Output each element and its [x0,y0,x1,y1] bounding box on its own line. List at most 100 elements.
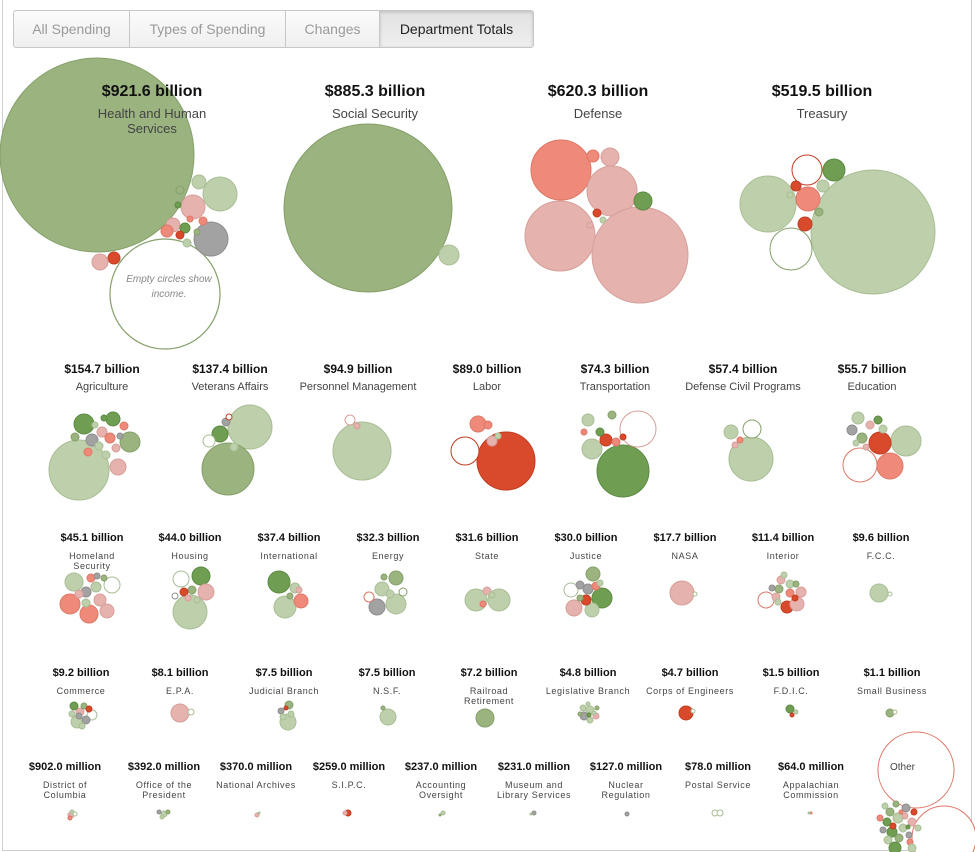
bubble-labor-1[interactable] [476,431,536,491]
bubble-homeland-security-10[interactable] [74,589,84,599]
bubble-agriculture-11[interactable] [94,441,104,451]
bubble-corps-of-engineers-1[interactable] [678,705,694,721]
bubble-education-7[interactable] [856,432,868,444]
bubble-other-14[interactable] [881,802,889,810]
bubble-s-i-p-c-2[interactable] [342,810,348,816]
bubble-legislative-branch-9[interactable] [591,710,597,716]
bubble-health-and-human-services-13[interactable] [193,228,201,236]
bubble-nasa-2[interactable] [692,591,698,597]
bubble-health-and-human-services-6[interactable] [191,174,207,190]
bubble-agriculture-6[interactable] [119,421,129,431]
bubble-homeland-security-1[interactable] [59,593,81,615]
bubble-treasury-8[interactable] [790,180,802,192]
bubble-legislative-branch-4[interactable] [579,704,587,712]
bubble-social-security-1[interactable] [283,123,453,293]
bubble-corps-of-engineers-2[interactable] [690,708,696,714]
bubble-other-8[interactable] [892,800,900,808]
bubble-defense-9[interactable] [599,216,607,224]
bubble-agriculture-12[interactable] [70,432,80,442]
bubble-f-d-i-c-3[interactable] [793,709,799,715]
bubble-treasury-5[interactable] [795,186,821,212]
bubble-e-p-a-1[interactable] [170,703,190,723]
bubble-national-archives-2[interactable] [257,811,261,815]
bubble-other-25[interactable] [907,843,917,852]
bubble-office-of-the-president-2[interactable] [156,809,162,815]
bubble-n-s-f-2[interactable] [380,705,386,711]
tab-types-of-spending[interactable]: Types of Spending [130,11,286,47]
bubble-health-and-human-services-4[interactable] [193,221,229,257]
bubble-homeland-security-6[interactable] [93,593,107,607]
bubble-energy-1[interactable] [385,593,407,615]
bubble-accounting-oversight-1[interactable] [440,810,446,816]
bubble-agriculture-17[interactable] [100,414,108,422]
bubble-agriculture-5[interactable] [109,458,127,476]
bubble-nasa-1[interactable] [669,580,695,606]
bubble-veterans-affairs-2[interactable] [201,442,255,496]
bubble-interior-10[interactable] [792,580,800,588]
bubble-interior-1[interactable] [757,591,775,609]
bubble-health-and-human-services-17[interactable] [91,253,109,271]
bubble-other-17[interactable] [914,824,922,832]
bubble-justice-8[interactable] [575,580,585,590]
bubble-defense-4[interactable] [591,206,689,304]
bubble-labor-6[interactable] [494,432,502,440]
bubble-energy-2[interactable] [368,598,386,616]
bubble-legislative-branch-10[interactable] [586,712,592,718]
bubble-agriculture-9[interactable] [104,432,116,444]
bubble-homeland-security-4[interactable] [64,572,84,592]
bubble-veterans-affairs-7[interactable] [229,442,239,452]
bubble-labor-3[interactable] [469,415,487,433]
bubble-state-3[interactable] [482,586,492,596]
bubble-education-12[interactable] [852,439,860,447]
bubble-health-and-human-services-5[interactable] [180,194,206,220]
bubble-veterans-affairs-3[interactable] [211,425,229,443]
bubble-other-12[interactable] [905,831,913,839]
bubble-justice-1[interactable] [591,587,613,609]
bubble-education-11[interactable] [862,443,870,451]
bubble-agriculture-4[interactable] [119,431,141,453]
bubble-education-3[interactable] [890,425,922,457]
bubble-health-and-human-services-15[interactable] [198,216,208,226]
bubble-state-4[interactable] [488,591,496,599]
bubble-agriculture-15[interactable] [116,432,124,440]
bubble-other-13[interactable] [894,833,904,843]
bubble-agriculture-14[interactable] [101,450,111,460]
bubble-commerce-5[interactable] [80,702,88,710]
bubble-homeland-security-5[interactable] [103,576,121,594]
bubble-treasury-10[interactable] [814,207,824,217]
bubble-health-and-human-services-10[interactable] [175,230,185,240]
bubble-agriculture-10[interactable] [111,443,121,453]
bubble-defense-8[interactable] [592,208,602,218]
bubble-housing-8[interactable] [193,596,201,604]
bubble-justice-5[interactable] [584,602,600,618]
bubble-health-and-human-services-12[interactable] [182,238,192,248]
bubble-justice-10[interactable] [576,594,584,602]
bubble-defense-civil-programs-2[interactable] [742,419,762,439]
bubble-defense-civil-programs-4[interactable] [736,436,744,444]
bubble-education-4[interactable] [868,431,892,455]
bubble-education-9[interactable] [873,415,883,425]
bubble-judicial-branch-3[interactable] [277,707,285,715]
bubble-health-and-human-services-2[interactable] [109,238,221,350]
bubble-transportation-10[interactable] [580,428,588,436]
bubble-interior-11[interactable] [780,571,788,579]
bubble-other-18[interactable] [889,822,897,830]
bubble-other-22[interactable] [898,809,904,815]
bubble-agriculture-8[interactable] [85,433,99,447]
bubble-veterans-affairs-1[interactable] [227,404,273,450]
bubble-legislative-branch-5[interactable] [586,716,594,724]
bubble-interior-6[interactable] [785,588,795,598]
bubble-health-and-human-services-7[interactable] [175,185,185,195]
bubble-labor-2[interactable] [450,436,480,466]
bubble-judicial-branch-6[interactable] [283,705,289,711]
bubble-transportation-2[interactable] [619,410,657,448]
bubble-agriculture-2[interactable] [73,413,95,435]
bubble-international-3[interactable] [293,593,309,609]
bubble-labor-4[interactable] [486,435,498,447]
bubble-other-4[interactable] [892,812,904,824]
tab-all-spending[interactable]: All Spending [14,11,130,47]
bubble-commerce-8[interactable] [75,712,83,720]
bubble-justice-7[interactable] [582,583,594,595]
bubble-homeland-security-3[interactable] [99,603,115,619]
bubble-interior-14[interactable] [791,594,799,602]
